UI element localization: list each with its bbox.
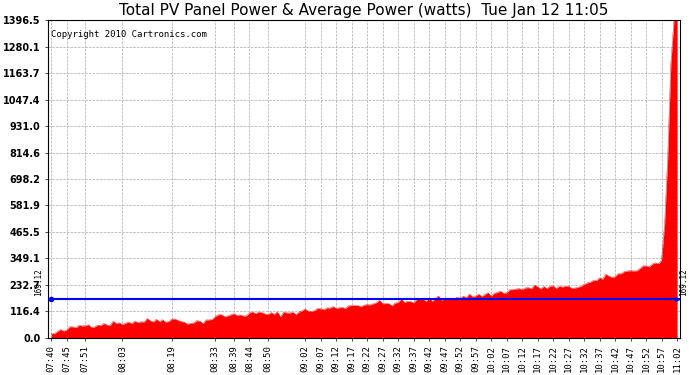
- Text: Copyright 2010 Cartronics.com: Copyright 2010 Cartronics.com: [51, 30, 207, 39]
- Title: Total PV Panel Power & Average Power (watts)  Tue Jan 12 11:05: Total PV Panel Power & Average Power (wa…: [119, 3, 609, 18]
- Text: 169.12: 169.12: [34, 268, 43, 296]
- Text: 169.12: 169.12: [679, 268, 688, 296]
